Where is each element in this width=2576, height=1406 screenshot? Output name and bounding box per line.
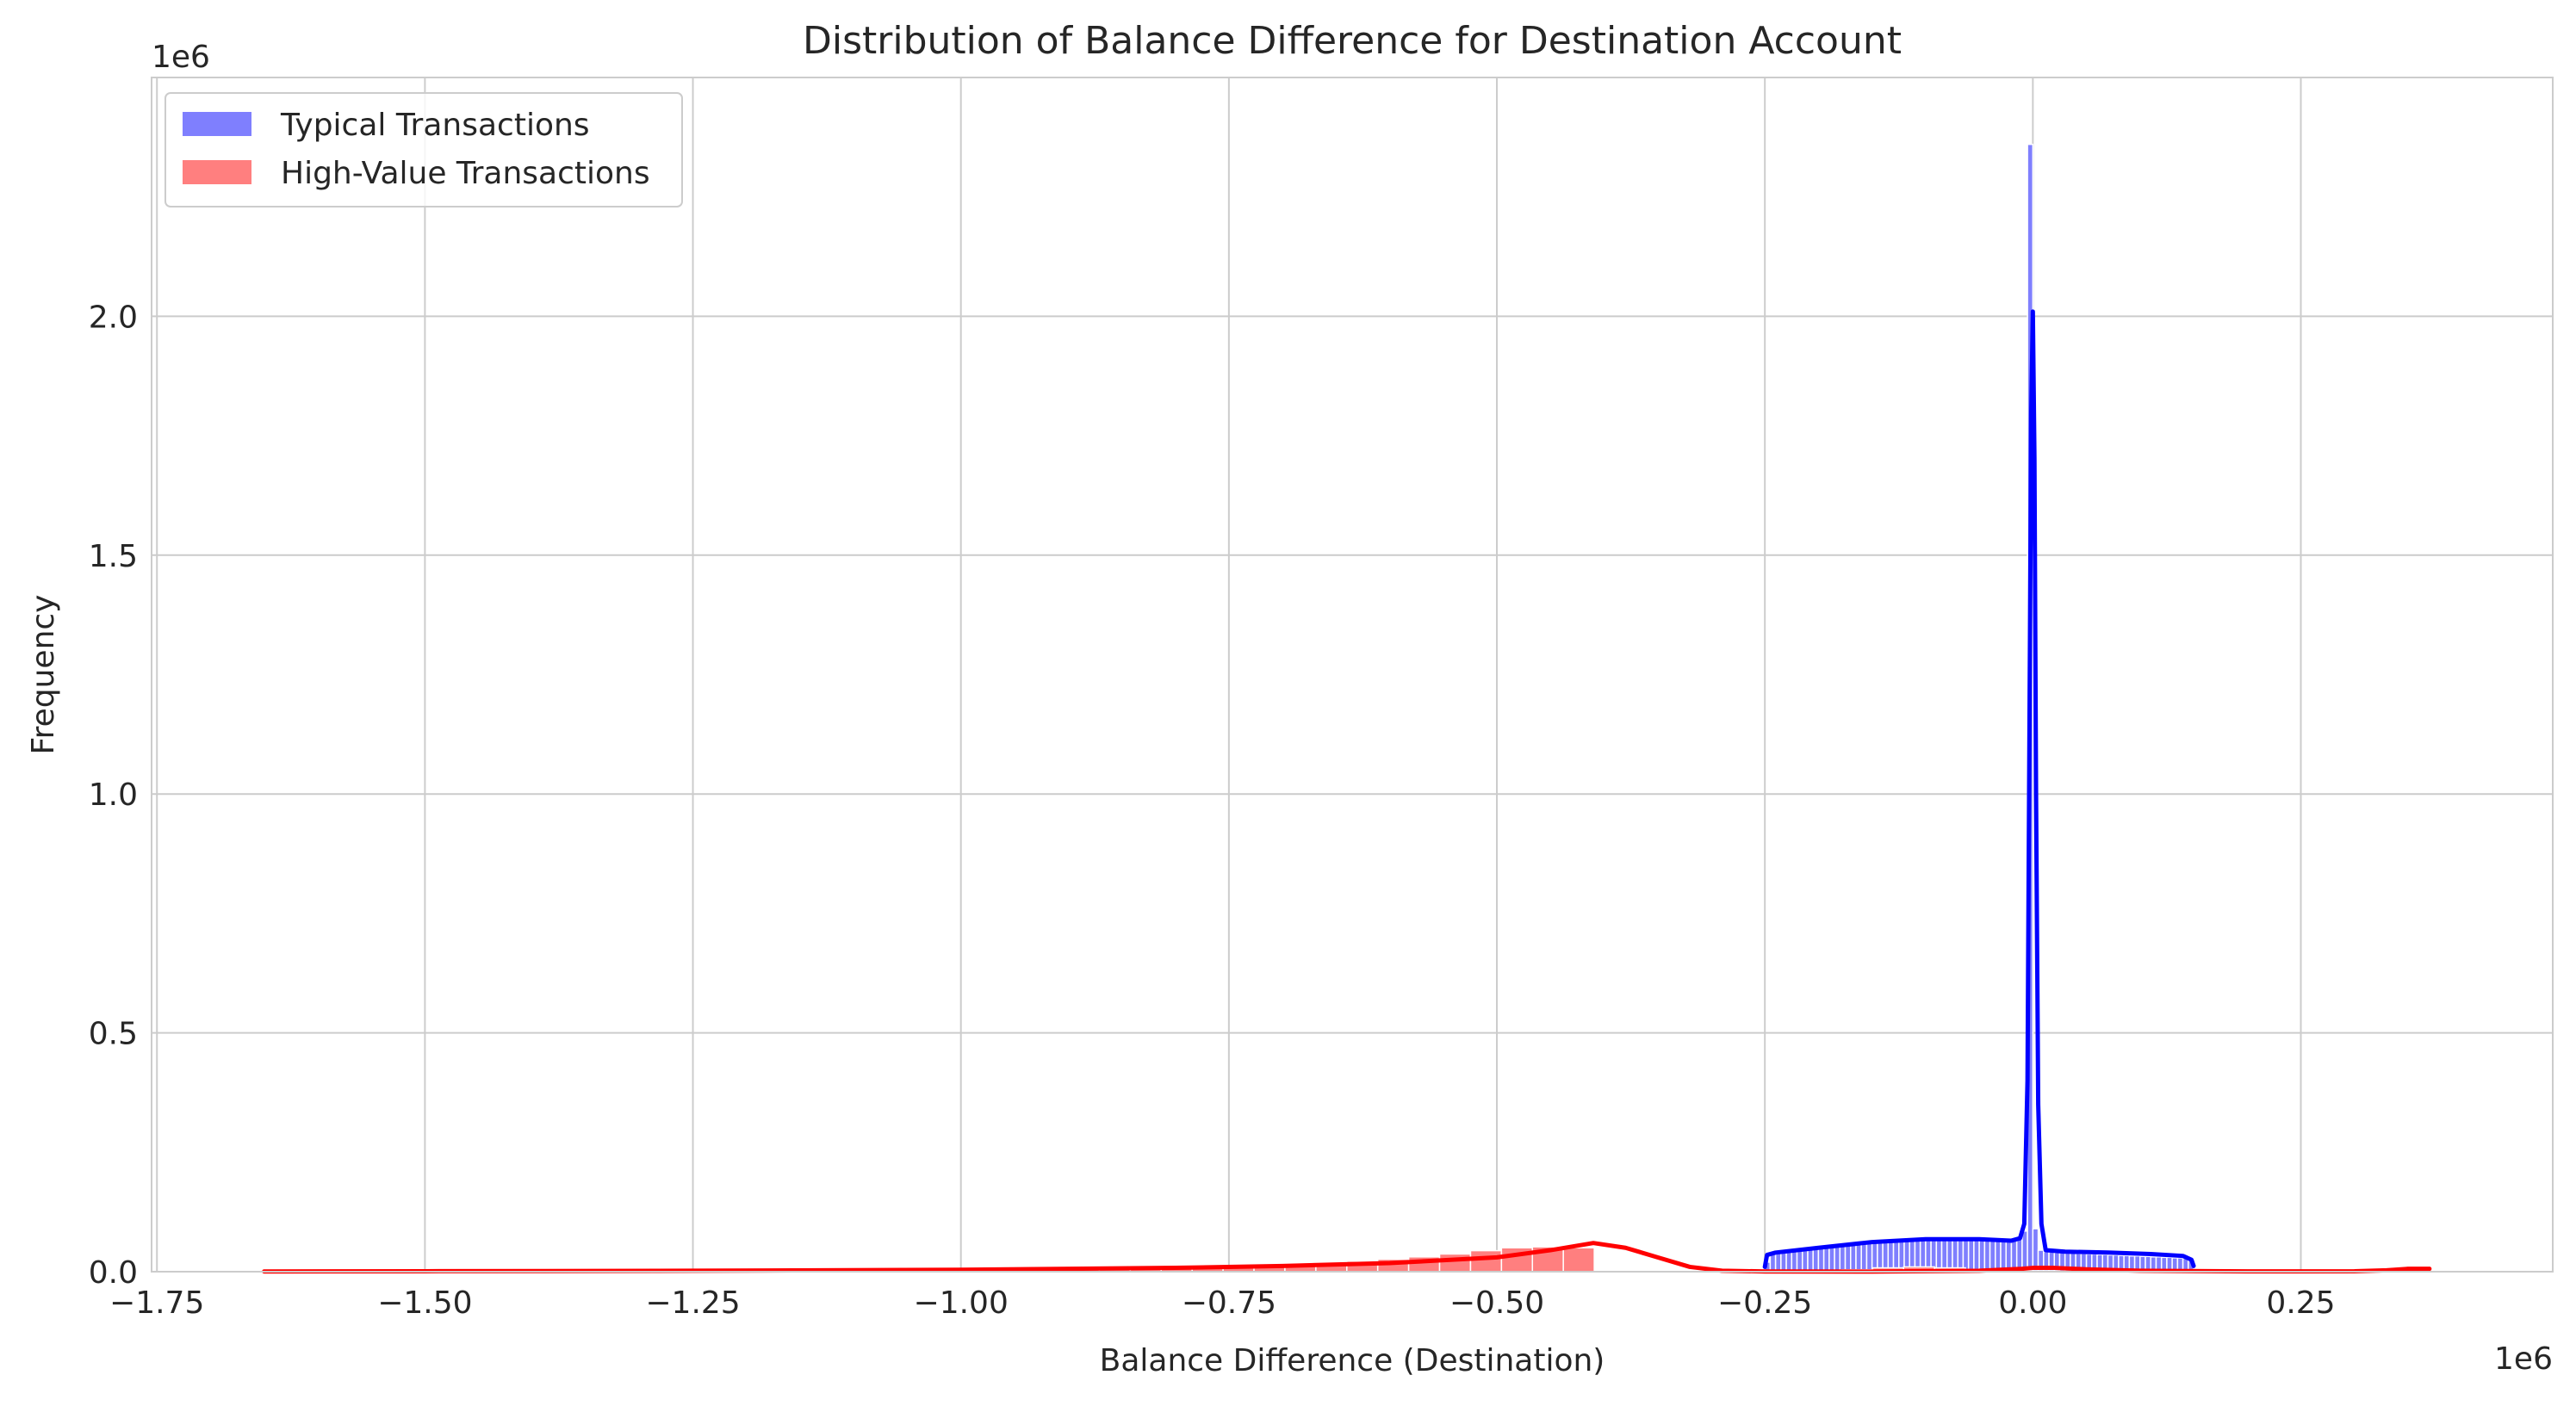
x-tick-label: −0.50 [1449, 1285, 1544, 1321]
bar-typical [1990, 1239, 1996, 1272]
legend-label-high-value: High-Value Transactions [281, 156, 650, 191]
bar-typical [1824, 1245, 1829, 1272]
bar-typical [1958, 1238, 1963, 1272]
bar-typical [1829, 1245, 1834, 1272]
bar-typical [1834, 1245, 1840, 1272]
legend-swatch-high-value [183, 160, 251, 184]
bar-typical [1861, 1242, 1866, 1272]
x-tick-label: −1.50 [377, 1285, 472, 1321]
bar-typical [1866, 1242, 1871, 1272]
y-tick-label: 1.0 [89, 777, 138, 813]
y-tick-label: 2.0 [89, 300, 138, 335]
bar-typical [1936, 1239, 1941, 1272]
bar-typical [1996, 1240, 2001, 1272]
x-tick-label: −0.25 [1717, 1285, 1812, 1321]
bar-typical [2017, 1238, 2022, 1272]
bar-typical [1883, 1241, 1888, 1272]
y-tick-label: 0.0 [89, 1255, 138, 1291]
x-axis-label: Balance Difference (Destination) [1100, 1343, 1605, 1378]
bar-typical [1942, 1238, 1947, 1272]
chart-title: Distribution of Balance Difference for D… [803, 19, 1902, 63]
x-tick-label: 0.00 [1998, 1285, 2067, 1321]
bar-typical [1963, 1238, 1968, 1272]
bar-typical [1947, 1238, 1952, 1272]
bar-typical [1851, 1243, 1856, 1272]
bar-high-value [1470, 1251, 1501, 1272]
legend: Typical Transactions High-Value Transact… [165, 93, 682, 207]
bar-high-value [1563, 1248, 1594, 1272]
legend-label-typical: Typical Transactions [280, 108, 590, 143]
bar-typical [2022, 1231, 2027, 1272]
x-tick-label: 0.25 [2266, 1285, 2335, 1321]
x-axis-offset-label: 1e6 [2494, 1341, 2553, 1377]
bar-typical [1979, 1239, 1984, 1272]
bar-typical [1888, 1241, 1893, 1272]
bar-typical [1872, 1242, 1878, 1272]
bar-typical [2001, 1240, 2006, 1272]
y-tick-label: 1.5 [89, 539, 138, 574]
bar-typical [1984, 1239, 1989, 1272]
bar-typical [1878, 1242, 1883, 1272]
bar-high-value [1440, 1254, 1471, 1272]
y-axis-offset-label: 1e6 [152, 40, 210, 75]
x-tick-label: −1.75 [109, 1285, 204, 1321]
bar-typical [2006, 1240, 2011, 1272]
bar-typical [1974, 1239, 1979, 1272]
y-tick-label: 0.5 [89, 1017, 138, 1052]
x-tick-label: −1.25 [645, 1285, 740, 1321]
bar-typical [2033, 1229, 2038, 1272]
bar-typical [1840, 1244, 1845, 1272]
legend-swatch-typical [183, 112, 251, 136]
y-axis-label: Frequency [26, 595, 61, 755]
bar-typical [1846, 1244, 1851, 1272]
x-tick-label: −1.00 [914, 1285, 1009, 1321]
bar-typical [1969, 1238, 1974, 1272]
bar-typical [1894, 1240, 1899, 1272]
bar-typical [1952, 1238, 1958, 1272]
bar-typical [1856, 1243, 1861, 1272]
x-tick-label: −0.75 [1182, 1285, 1276, 1321]
